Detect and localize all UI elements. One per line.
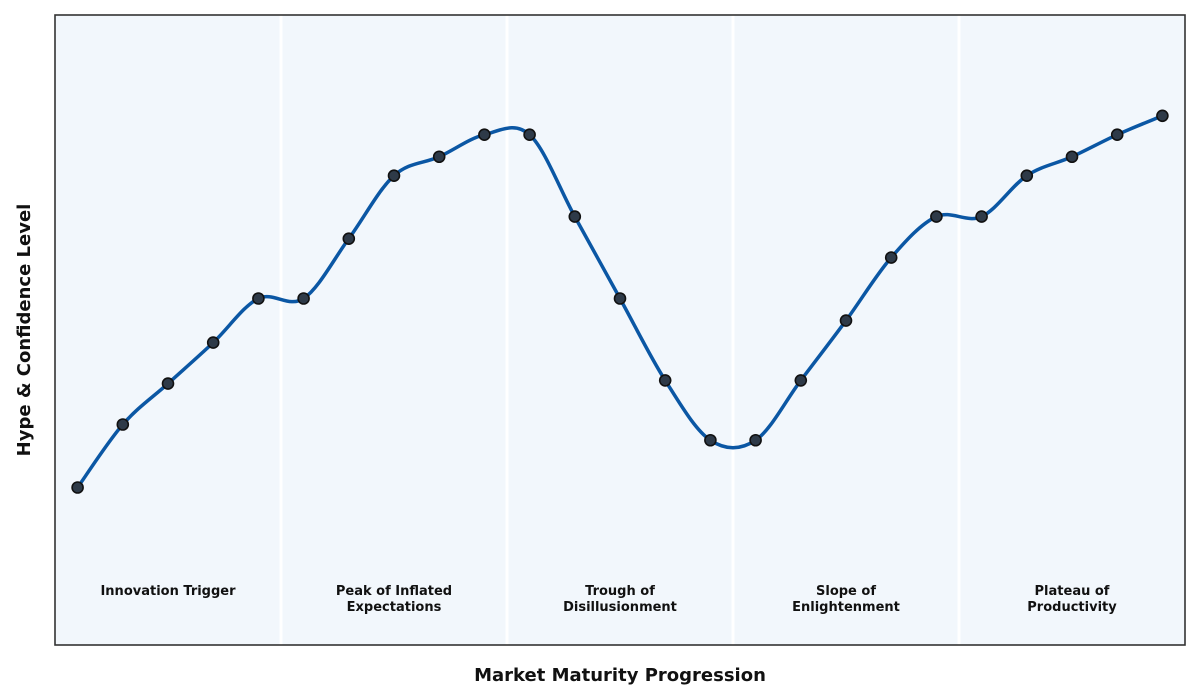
data-point — [749, 433, 762, 447]
phase-label-line: Disillusionment — [563, 600, 677, 615]
data-point — [432, 150, 446, 164]
data-point — [478, 128, 491, 141]
phase-labels: Innovation Trigger Peak of Inflated Expect… — [100, 584, 1117, 615]
data-point — [1065, 150, 1079, 164]
phase-label-line: Plateau of — [1035, 584, 1110, 599]
data-point — [206, 336, 220, 349]
plot-area — [55, 15, 1185, 645]
phase-label-line: Slope of — [816, 584, 876, 599]
data-point — [71, 481, 84, 494]
data-point — [930, 210, 943, 223]
data-point — [161, 377, 175, 390]
data-point — [523, 128, 536, 141]
phase-label: Innovation Trigger — [100, 584, 236, 599]
phase-label-line: Innovation Trigger — [100, 584, 236, 599]
phase-label: Plateau of Productivity — [1027, 584, 1117, 615]
data-point — [342, 232, 356, 245]
data-point — [613, 292, 627, 305]
data-point — [794, 374, 808, 387]
x-axis-title: Market Maturity Progression — [474, 665, 766, 686]
data-point — [387, 169, 401, 182]
data-point — [658, 374, 672, 387]
data-point — [704, 433, 717, 447]
phase-label-line: Trough of — [585, 584, 655, 599]
data-point — [839, 314, 853, 327]
data-point — [975, 210, 988, 223]
phase-label: Peak of Inflated Expectations — [336, 584, 452, 615]
phase-label-line: Productivity — [1027, 600, 1117, 615]
y-axis-title: Hype & Confidence Level — [14, 204, 35, 457]
data-point — [116, 418, 130, 431]
phase-label-line: Expectations — [347, 600, 442, 615]
data-point — [1156, 109, 1169, 123]
data-point — [884, 251, 898, 264]
data-point — [297, 292, 310, 305]
plot-frame — [54, 14, 1186, 646]
data-point — [1110, 128, 1124, 141]
phase-label-line: Peak of Inflated — [336, 584, 452, 599]
data-point — [252, 292, 265, 305]
phase-label: Slope of Enlightenment — [792, 584, 900, 615]
phase-label: Trough of Disillusionment — [563, 584, 677, 615]
phase-dividers — [279, 15, 961, 645]
data-point — [1020, 169, 1034, 182]
phase-label-line: Enlightenment — [792, 600, 900, 615]
data-point — [568, 210, 582, 223]
data-points — [71, 109, 1169, 494]
